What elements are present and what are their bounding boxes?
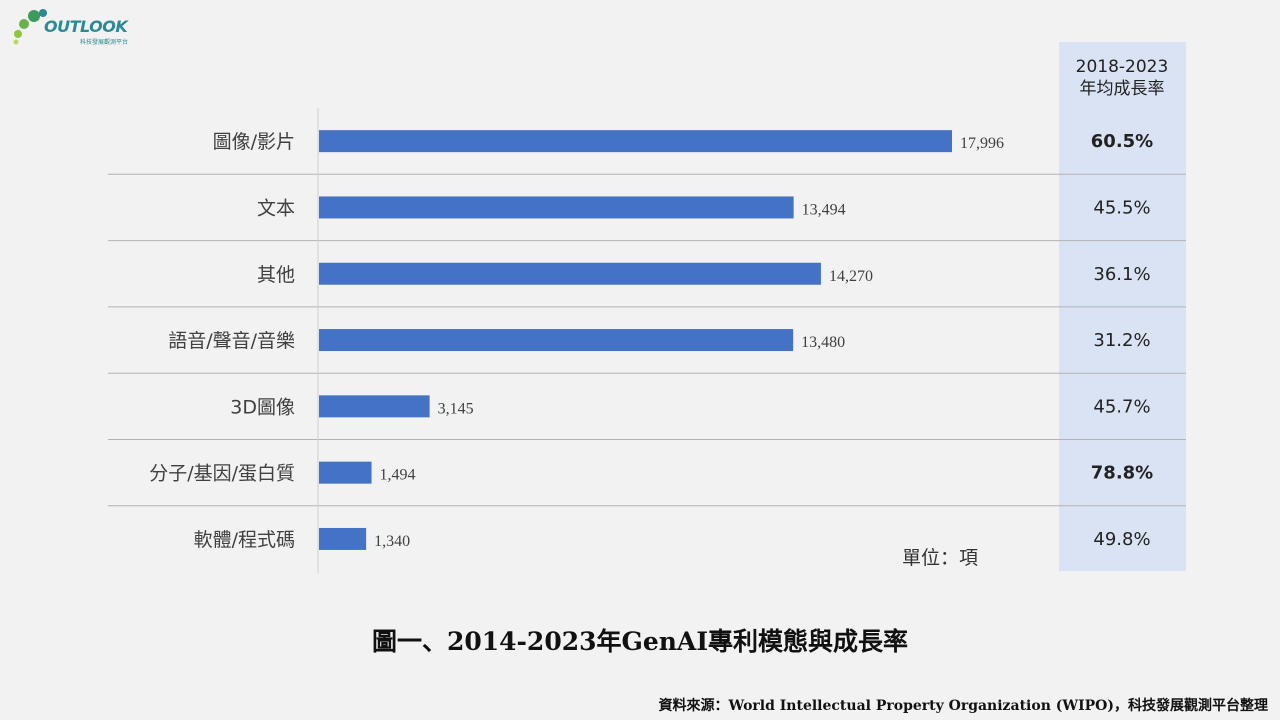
value-label: 13,480 [801,334,845,351]
source-note: 資料來源：World Intellectual Property Organiz… [658,698,1268,714]
growth-rate-label: 45.5% [1093,197,1150,218]
growth-rate-label: 49.8% [1093,529,1150,550]
category-label: 3D圖像 [230,396,295,418]
category-label: 語音/聲音/音樂 [168,330,295,352]
bar [319,395,430,418]
growth-rate-label: 60.5% [1091,131,1153,152]
rate-header-line1: 2018-2023 [1076,57,1169,77]
logo-mark-icon [13,9,47,45]
category-label: 圖像/影片 [213,131,295,153]
category-label: 軟體/程式碼 [194,529,295,551]
value-label: 17,996 [960,135,1004,152]
logo-subtitle: 科技發展觀測平台 [80,40,129,46]
logo-name: OUTLOOK [44,17,128,36]
bar [319,196,794,219]
value-label: 13,494 [802,201,846,218]
value-label: 3,145 [438,400,474,417]
rate-header-line2: 年均成長率 [1080,79,1165,99]
chart-rows: 圖像/影片 17,996 60.5% 文本 13,494 45.5% 其他 14,270 36.… [149,130,1153,551]
value-label: 1,340 [374,533,410,550]
patent-modality-chart: 2018-2023 年均成長率 圖像/影片 17,996 60.5% 文本 13,494… [108,42,1186,573]
category-label: 其他 [257,264,295,286]
bar [319,329,794,352]
value-label: 1,494 [380,467,416,484]
growth-rate-label: 45.7% [1093,396,1150,417]
category-label: 分子/基因/蛋白質 [149,463,295,485]
chart-title: 圖一、2014-2023年GenAI專利模態與成長率 [371,627,909,656]
outlook-logo: OUTLOOK 科技發展觀測平台 [10,4,130,46]
unit-label: 單位：項 [902,547,979,569]
bar [319,527,367,550]
bar [319,130,952,153]
growth-rate-label: 36.1% [1093,264,1150,285]
growth-rate-label: 78.8% [1091,463,1153,484]
value-label: 14,270 [829,268,873,285]
row-dividers [108,173,1186,507]
category-label: 文本 [257,197,295,219]
growth-rate-label: 31.2% [1093,330,1150,351]
bar [319,461,372,484]
bar [319,262,821,285]
